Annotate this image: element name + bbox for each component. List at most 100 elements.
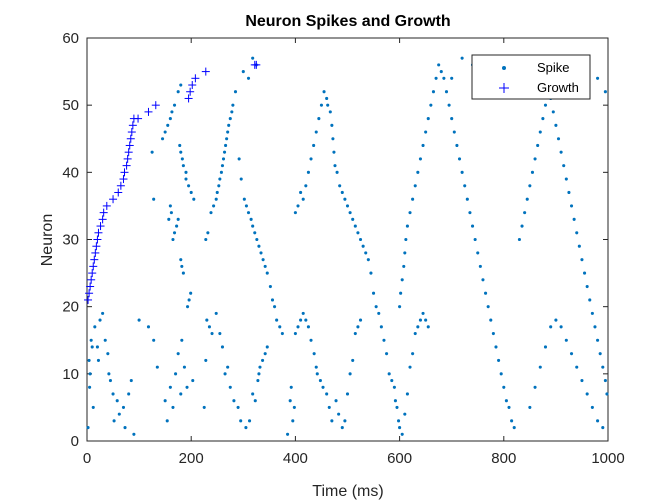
spike-point — [314, 365, 318, 369]
spike-point — [332, 150, 336, 154]
spike-point — [220, 164, 225, 168]
spike-point — [106, 352, 110, 356]
spike-point — [382, 338, 386, 342]
spike-point — [372, 291, 376, 295]
spike-point — [379, 325, 383, 329]
spike-point — [299, 318, 303, 322]
spike-point — [185, 385, 189, 389]
growth-point — [122, 161, 131, 170]
spike-point — [101, 311, 105, 315]
spike-point — [366, 258, 370, 262]
spike-point — [520, 224, 524, 228]
spike-point — [321, 385, 325, 389]
spike-point — [538, 130, 542, 134]
spike-point — [562, 164, 566, 168]
spike-point — [168, 117, 172, 121]
spike-point — [215, 190, 219, 195]
spike-point — [180, 264, 184, 268]
spike-point — [400, 432, 404, 436]
spike-point — [369, 271, 373, 275]
spike-point — [385, 352, 389, 356]
spike-point — [236, 405, 240, 409]
spike-point — [108, 379, 112, 383]
spike-point — [442, 76, 446, 80]
spike-point — [186, 305, 190, 309]
spike-point — [528, 405, 532, 409]
spike-point — [296, 204, 300, 208]
spike-point — [98, 318, 102, 322]
growth-point — [116, 181, 125, 190]
legend: Spike Growth — [471, 54, 591, 100]
spike-point — [222, 150, 227, 154]
spike-point — [569, 204, 574, 208]
spike-point — [356, 231, 360, 235]
growth-point — [102, 201, 111, 210]
spike-point — [174, 372, 178, 376]
spike-point — [171, 405, 175, 409]
spike-point — [230, 110, 234, 114]
spike-point — [312, 143, 316, 148]
chart-title: Neuron Spikes and Growth — [245, 13, 450, 30]
spike-point — [253, 399, 257, 403]
spike-point — [392, 385, 396, 389]
spike-point — [411, 197, 415, 201]
spike-point — [288, 399, 292, 403]
growth-point — [91, 248, 100, 257]
growth-point — [96, 222, 105, 231]
spike-point — [258, 365, 262, 369]
spike-point — [165, 419, 169, 423]
growth-point — [134, 114, 143, 123]
spike-point — [299, 190, 303, 195]
spike-point — [304, 184, 308, 188]
spike-point — [424, 318, 428, 322]
spike-point — [590, 311, 594, 315]
spike-point — [291, 419, 295, 423]
spike-point — [90, 345, 94, 349]
spike-point — [180, 338, 184, 342]
spike-point — [168, 204, 172, 208]
spike-point — [596, 419, 600, 423]
spike-point — [176, 352, 180, 356]
spike-point — [187, 298, 191, 302]
spike-point — [220, 345, 225, 349]
spike-point — [525, 197, 529, 201]
spike-point — [239, 419, 243, 423]
spike-point — [191, 379, 195, 383]
spike-point — [416, 325, 420, 329]
spike-point — [257, 372, 261, 376]
spike-point — [603, 379, 607, 383]
spike-point — [146, 325, 151, 329]
spike-point — [225, 137, 229, 141]
spike-point — [512, 426, 516, 430]
spike-point — [181, 271, 185, 275]
spike-point — [426, 117, 430, 121]
spike-point — [163, 130, 167, 134]
growth-point — [151, 101, 160, 110]
spike-point — [289, 385, 293, 389]
spike-point — [86, 426, 90, 430]
spike-point — [439, 70, 443, 74]
x-tick-label: 800 — [491, 450, 516, 467]
spike-point — [593, 325, 597, 329]
growth-point — [125, 141, 134, 150]
spike-point — [605, 392, 609, 396]
spike-point — [523, 211, 527, 215]
spike-point — [437, 63, 441, 67]
growth-point — [90, 255, 99, 264]
spike-point — [398, 426, 402, 430]
spike-point — [598, 352, 602, 356]
spike-point — [278, 325, 282, 329]
spike-point — [155, 365, 159, 369]
spike-point — [221, 157, 226, 161]
spike-point — [543, 103, 548, 107]
spike-point — [214, 311, 218, 315]
spike-point — [117, 412, 121, 416]
spike-point — [304, 318, 308, 322]
spike-point — [160, 137, 165, 141]
spike-point — [257, 244, 261, 248]
spike-point — [207, 325, 211, 329]
spike-point — [251, 56, 255, 60]
spike-point — [358, 237, 363, 242]
spike-point — [465, 197, 469, 201]
